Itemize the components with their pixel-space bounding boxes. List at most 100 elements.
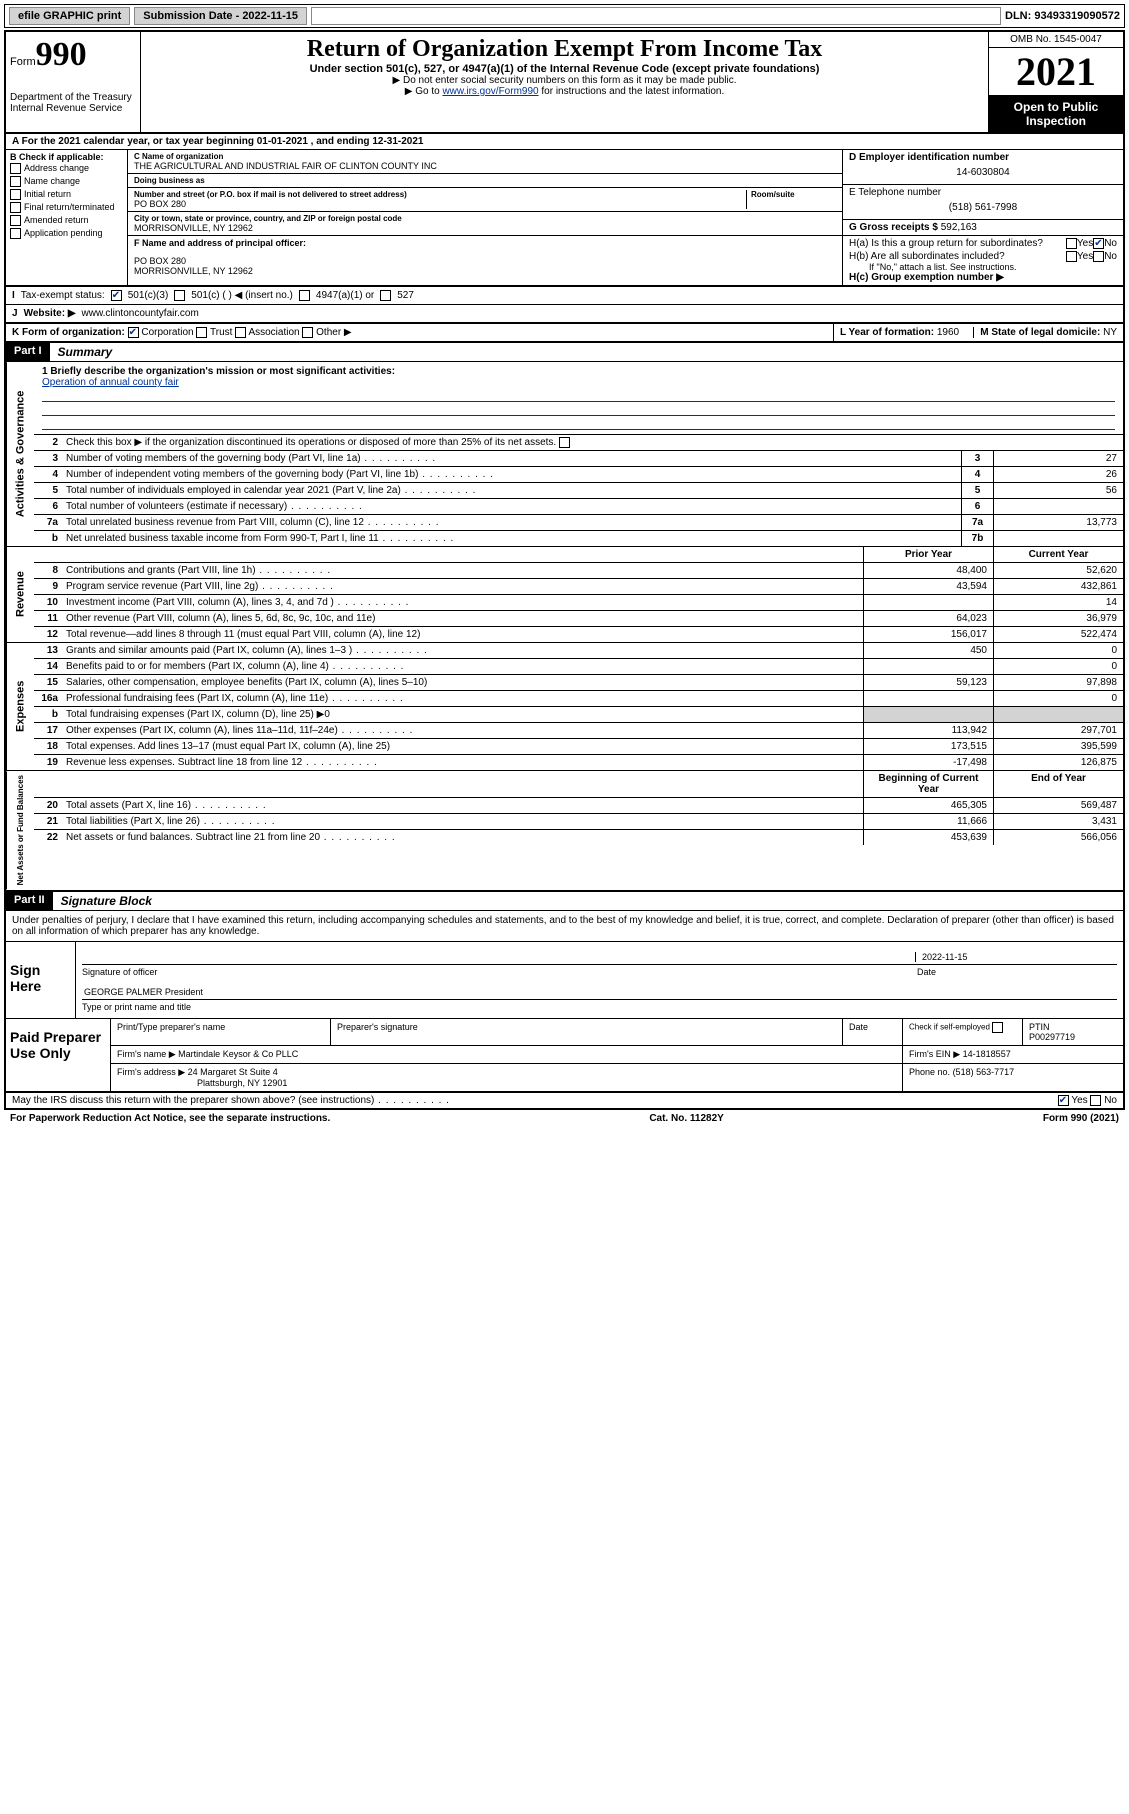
hb-no-checkbox[interactable] xyxy=(1093,251,1104,262)
line16b-curr xyxy=(993,707,1123,722)
line4-val: 26 xyxy=(993,467,1123,482)
discuss-yes-checkbox[interactable] xyxy=(1058,1095,1069,1106)
line3-desc: Number of voting members of the governin… xyxy=(62,451,961,466)
goto-post: for instructions and the latest informat… xyxy=(539,86,725,97)
street-value: PO BOX 280 xyxy=(134,199,746,209)
ha-yes-checkbox[interactable] xyxy=(1066,238,1077,249)
discuss-no-checkbox[interactable] xyxy=(1090,1095,1101,1106)
street-label: Number and street (or P.O. box if mail i… xyxy=(134,190,746,199)
side-expenses: Expenses xyxy=(6,643,34,770)
line20-desc: Total assets (Part X, line 16) xyxy=(62,798,863,813)
website-label: Website: ▶ xyxy=(24,308,76,319)
line19-curr: 126,875 xyxy=(993,755,1123,770)
line17-prior: 113,942 xyxy=(863,723,993,738)
checkbox-other[interactable] xyxy=(302,327,313,338)
top-bar: efile GRAPHIC print Submission Date - 20… xyxy=(4,4,1125,28)
part2-header: Part II xyxy=(6,892,53,910)
line21-curr: 3,431 xyxy=(993,814,1123,829)
line22-prior: 453,639 xyxy=(863,830,993,845)
part1-header: Part I xyxy=(6,343,50,361)
prior-hdr: Prior Year xyxy=(905,549,952,560)
line16a-desc: Professional fundraising fees (Part IX, … xyxy=(62,691,863,706)
checkbox-corp[interactable] xyxy=(128,327,139,338)
boy-hdr: Beginning of Current Year xyxy=(879,773,979,795)
checkbox-amended[interactable] xyxy=(10,215,21,226)
checkbox-final[interactable] xyxy=(10,202,21,213)
line19-desc: Revenue less expenses. Subtract line 18 … xyxy=(62,755,863,770)
checkbox-501c[interactable] xyxy=(174,290,185,301)
ein-label: D Employer identification number xyxy=(849,152,1117,163)
line16b-prior xyxy=(863,707,993,722)
line8-curr: 52,620 xyxy=(993,563,1123,578)
self-emp-checkbox[interactable] xyxy=(992,1022,1003,1033)
ptin-label: PTIN xyxy=(1029,1022,1050,1032)
firm-name-value: Martindale Keysor & Co PLLC xyxy=(178,1049,298,1059)
firm-ein-value: 14-1818557 xyxy=(963,1049,1011,1059)
self-emp-label: Check if self-employed xyxy=(909,1022,990,1031)
current-hdr: Current Year xyxy=(1029,549,1089,560)
print-name-label: Print/Type preparer's name xyxy=(111,1019,331,1045)
irs-link[interactable]: www.irs.gov/Form990 xyxy=(442,86,538,97)
line19-prior: -17,498 xyxy=(863,755,993,770)
checkbox-4947[interactable] xyxy=(299,290,310,301)
line2-desc: Check this box ▶ if the organization dis… xyxy=(62,435,1123,450)
tel-value: (518) 561-7998 xyxy=(849,198,1117,217)
checkbox-app-pending[interactable] xyxy=(10,228,21,239)
line8-desc: Contributions and grants (Part VIII, lin… xyxy=(62,563,863,578)
firm-ein-label: Firm's EIN ▶ xyxy=(909,1049,960,1059)
checkbox-initial[interactable] xyxy=(10,189,21,200)
org-name-label: C Name of organization xyxy=(134,152,836,161)
discuss-label: May the IRS discuss this return with the… xyxy=(12,1095,450,1106)
line6-val xyxy=(993,499,1123,514)
line13-curr: 0 xyxy=(993,643,1123,658)
checkbox-addr-change[interactable] xyxy=(10,163,21,174)
line15-desc: Salaries, other compensation, employee b… xyxy=(62,675,863,690)
line14-prior xyxy=(863,659,993,674)
year-form-label: L Year of formation: xyxy=(840,327,937,338)
line5-val: 56 xyxy=(993,483,1123,498)
checkbox-527[interactable] xyxy=(380,290,391,301)
line17-desc: Other expenses (Part IX, column (A), lin… xyxy=(62,723,863,738)
assoc-label: Association xyxy=(248,327,299,338)
firm-addr2: Plattsburgh, NY 12901 xyxy=(117,1078,287,1088)
gross-label: G Gross receipts $ xyxy=(849,222,938,233)
ssn-warning: ▶ Do not enter social security numbers o… xyxy=(149,75,980,86)
sig-date-label: Date xyxy=(917,967,1117,977)
dept-text: Department of the Treasury xyxy=(10,92,136,103)
checkbox-trust[interactable] xyxy=(196,327,207,338)
amended-label: Amended return xyxy=(24,215,89,226)
form-number: 990 xyxy=(36,36,87,73)
line9-curr: 432,861 xyxy=(993,579,1123,594)
irs-text: Internal Revenue Service xyxy=(10,103,136,114)
line7b-val xyxy=(993,531,1123,546)
year-form-value: 1960 xyxy=(937,327,959,338)
sign-here-label: Sign Here xyxy=(6,942,76,1018)
officer-name-value: GEORGE PALMER President xyxy=(84,987,203,997)
phone-label: Phone no. xyxy=(909,1067,950,1077)
officer-sig-field[interactable] xyxy=(84,952,915,962)
efile-print-button[interactable]: efile GRAPHIC print xyxy=(9,7,130,25)
checkbox-name-change[interactable] xyxy=(10,176,21,187)
checkbox-501c3[interactable] xyxy=(111,290,122,301)
hb-yes-checkbox[interactable] xyxy=(1066,251,1077,262)
mission-text[interactable]: Operation of annual county fair xyxy=(42,377,179,388)
room-label: Room/suite xyxy=(751,190,836,199)
corp-label: Corporation xyxy=(141,327,193,338)
tel-label: E Telephone number xyxy=(849,187,1117,198)
sig-label: Signature of officer xyxy=(82,967,917,977)
hb-label: H(b) Are all subordinates included? xyxy=(849,251,1066,262)
line14-desc: Benefits paid to or for members (Part IX… xyxy=(62,659,863,674)
submission-date-button[interactable]: Submission Date - 2022-11-15 xyxy=(134,7,307,25)
preparer-sig-label: Preparer's signature xyxy=(331,1019,843,1045)
line2-checkbox[interactable] xyxy=(559,437,570,448)
line18-desc: Total expenses. Add lines 13–17 (must eq… xyxy=(62,739,863,754)
app-pending-label: Application pending xyxy=(24,228,103,239)
omb-number: OMB No. 1545-0047 xyxy=(989,32,1123,48)
line6-desc: Total number of volunteers (estimate if … xyxy=(62,499,961,514)
line22-curr: 566,056 xyxy=(993,830,1123,845)
ha-no-checkbox[interactable] xyxy=(1093,238,1104,249)
name-change-label: Name change xyxy=(24,176,80,187)
form-title: Return of Organization Exempt From Incom… xyxy=(149,36,980,63)
form-subtitle: Under section 501(c), 527, or 4947(a)(1)… xyxy=(149,63,980,75)
checkbox-assoc[interactable] xyxy=(235,327,246,338)
